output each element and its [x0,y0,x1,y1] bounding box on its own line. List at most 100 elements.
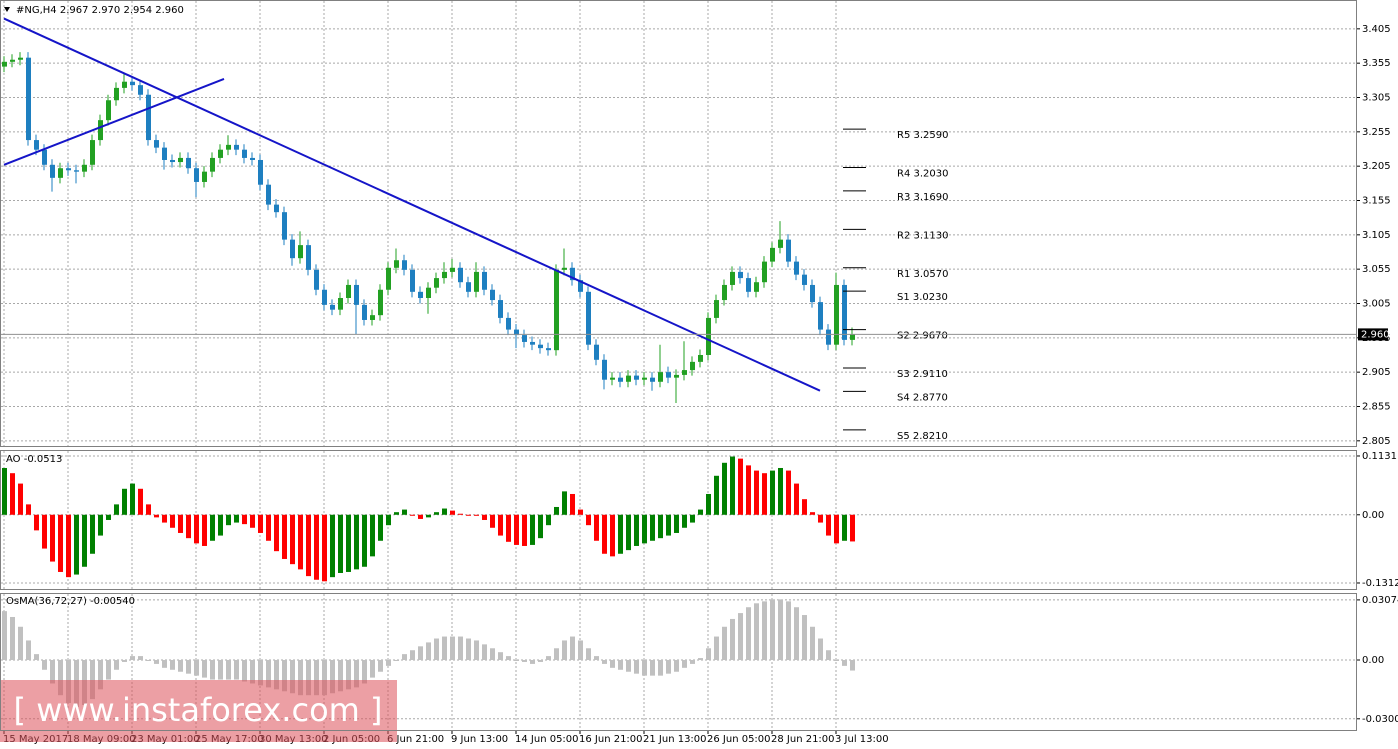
y-tick-label: 3.355 [1362,58,1391,69]
histogram-bar [346,660,351,690]
candle-body [170,159,175,163]
histogram-bar [522,514,527,546]
x-tick-label: 28 Jun 21:00 [771,734,835,745]
histogram-bar [730,618,735,661]
x-tick-label: 3 Jul 13:00 [835,734,889,745]
histogram-bar [2,611,7,661]
histogram-bar [634,514,639,546]
histogram-bar [362,660,367,684]
x-tick-label: 16 Jun 21:00 [579,734,643,745]
y-tick-label: 3.105 [1362,230,1391,241]
candle-body [338,298,343,310]
histogram-bar [466,638,471,661]
candle-body [450,267,455,272]
x-tick-label: 14 Jun 05:00 [515,734,579,745]
histogram-bar [146,660,151,662]
histogram-bar [642,660,647,676]
histogram-bar [490,648,495,661]
histogram-bar [434,638,439,661]
histogram-bar [314,514,319,580]
histogram-bar [690,514,695,523]
histogram-bar [794,483,799,515]
histogram-bar [250,514,255,528]
histogram-bar [794,607,799,661]
candle-body [610,377,615,380]
histogram-bar [258,660,263,686]
candle-body [698,354,703,362]
candle-body [314,269,319,290]
candle-body [50,164,55,178]
histogram-bar [170,660,175,670]
candle-body [538,344,543,349]
histogram-bar [602,660,607,664]
histogram-bar [602,514,607,554]
candle-body [194,168,199,182]
candle-body [250,157,255,160]
candle-body [394,260,399,268]
histogram-bar [746,465,751,515]
candle-body [458,267,463,283]
histogram-bar [522,660,527,662]
histogram-bar [82,514,87,567]
y-tick-label: 3.205 [1362,161,1391,172]
candle-body [714,300,719,318]
histogram-bar [410,650,415,661]
histogram-bar [42,660,47,670]
histogram-bar [306,514,311,577]
histogram-bar [682,660,687,668]
histogram-bar [842,660,847,666]
histogram-bar [90,514,95,554]
y-tick-label: 0.00 [1362,655,1384,666]
candle-body [810,284,815,303]
histogram-bar [98,514,103,536]
histogram-bar [786,470,791,515]
candle-body [10,59,15,62]
histogram-bar [586,514,591,526]
histogram-bar [178,660,183,672]
candle-body [402,260,407,270]
histogram-bar [778,467,783,515]
histogram-bar [106,660,111,680]
histogram-bar [282,514,287,559]
menu-arrow[interactable] [4,7,10,12]
histogram-bar [26,640,31,661]
x-tick-label: 21 Jun 13:00 [643,734,707,745]
candle-body [690,361,695,371]
candle-body [266,184,271,205]
y-tick-label: 3.155 [1362,195,1391,206]
histogram-bar [394,660,399,662]
candle-body [522,335,527,342]
histogram-bar [802,499,807,515]
histogram-bar [714,475,719,515]
y-tick-label: 0.00 [1362,510,1384,521]
histogram-bar [306,660,311,696]
histogram-bar [850,514,855,542]
candle-body [434,278,439,288]
histogram-bar [474,514,479,516]
histogram-bar [10,616,15,661]
histogram-bar [618,660,623,670]
candle-body [274,204,279,213]
histogram-bar [242,514,247,525]
histogram-bar [458,513,463,515]
histogram-bar [354,514,359,570]
candle-body [106,100,111,121]
candle-body [290,239,295,259]
candle-body [82,164,87,172]
candle-body [682,370,687,375]
histogram-bar [34,654,39,661]
osma-title: OsMA(36,72,27) -0.00540 [6,596,135,607]
y-tick-label: 3.305 [1362,93,1391,104]
candle-body [738,271,743,279]
candle-body [378,289,383,316]
candle-body [90,140,95,165]
histogram-bar [482,514,487,520]
histogram-bar [290,514,295,565]
histogram-bar [562,640,567,661]
histogram-bar [122,660,127,662]
candle-body [122,81,127,88]
histogram-bar [498,514,503,536]
candle-body [178,157,183,163]
histogram-bar [546,514,551,526]
histogram-bar [426,642,431,661]
